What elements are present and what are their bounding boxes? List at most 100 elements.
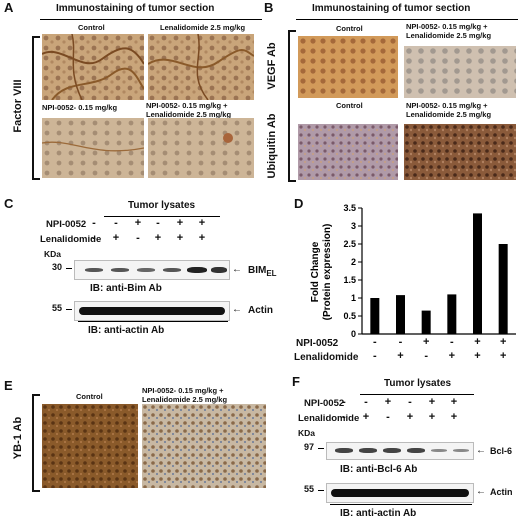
panel-f-band1-arrow: ← [476, 445, 489, 456]
panel-a-header-rule [40, 19, 262, 20]
panel-a-image-control [42, 34, 144, 100]
panel-a-caption-3: NPI-0052- 0.15 mg/kg [42, 103, 118, 112]
panel-c-row2-label: Lenalidomide [40, 234, 102, 245]
panel-d-row1-sign-5: + [474, 336, 481, 348]
panel-a-letter: A [4, 0, 14, 15]
chart-ytick-label-1: 0.5 [343, 311, 356, 321]
panel-d-row2-sign-2: + [397, 350, 404, 362]
chart-ytick-label-3: 1.5 [343, 275, 356, 285]
panel-d-chart: Fold Change (Protein expression) 0 0.5 1 1.… [310, 203, 516, 339]
panel-d-row2-sign-5: + [474, 350, 481, 362]
panel-b-header: Immunostaining of tumor section [312, 3, 471, 14]
panel-c-row1-sign-4: - [156, 217, 160, 229]
panel-f-letter: F [292, 374, 300, 389]
panel-c-band1-label: BIMEL [248, 265, 277, 278]
panel-c-marker-1: 30 [52, 262, 63, 272]
panel-c-marker-2-tick [66, 309, 72, 310]
panel-d-row1-sign-6: + [499, 336, 507, 348]
chart-ytick-label-5: 2.5 [343, 239, 356, 249]
panel-f-marker-1-tick [318, 448, 324, 449]
panel-a-caption-2: Lenalidomide 2.5 mg/kg [160, 23, 246, 32]
panel-c-band2-arrow: ← [232, 304, 245, 315]
panel-a-image-combo [148, 118, 254, 178]
panel-a-image-npi [42, 118, 144, 178]
panel-b-image-vegf-combo [404, 46, 516, 98]
chart-bar-5 [473, 213, 482, 334]
panel-f-kda: KDa [298, 428, 316, 438]
chart-bar-3 [421, 310, 431, 334]
panel-d-letter: D [294, 196, 304, 211]
panel-e-image-control [42, 404, 138, 488]
panel-c-row1-sign-2: - [114, 217, 118, 229]
chart-ytick-label-4: 2 [351, 257, 356, 267]
panel-a-side-label: Factor VIII [12, 79, 24, 133]
panel-c-ib-2: IB: anti-actin Ab [88, 325, 165, 336]
panel-c-header: Tumor lysates [128, 200, 196, 211]
panel-f-marker-2-tick [318, 490, 324, 491]
panel-e-side-label: YB-1 Ab [12, 416, 24, 460]
panel-a-caption-1: Control [78, 23, 105, 32]
panel-b-image-ubiq-combo [404, 124, 516, 180]
panel-f-marker-1: 97 [304, 442, 315, 452]
chart-ytick-label-7: 3.5 [343, 203, 356, 213]
panel-e-caption-2: NPI-0052- 0.15 mg/kg + Lenalidomide 2.5 … [142, 386, 228, 404]
panel-f-row2-sign-1: - [342, 411, 346, 423]
panel-f-header-rule [360, 394, 474, 395]
chart-bar-1 [370, 298, 380, 334]
panel-f-row2-sign-2: + [362, 411, 370, 423]
panel-f-row1-sign-5: + [428, 396, 436, 408]
panel-f-row2-sign-4: + [406, 411, 414, 423]
panel-c-row2-sign-6: + [198, 232, 206, 244]
panel-c-row1-sign-6: + [198, 217, 206, 229]
panel-f-marker-2: 55 [304, 484, 315, 494]
panel-f-row2-sign-5: + [428, 411, 436, 423]
panel-c-row2-sign-5: + [176, 232, 184, 244]
panel-d-row1-sign-3: + [422, 336, 430, 348]
panel-c-row1-sign-3: + [134, 217, 142, 229]
panel-b-bracket [288, 30, 296, 182]
panel-e-image-combo [142, 404, 266, 488]
panel-f-row2-sign-3: - [386, 411, 390, 423]
panel-b-image-vegf-control [298, 36, 398, 98]
panel-e-caption-1: Control [76, 392, 103, 401]
panel-a-header: Immunostaining of tumor section [56, 3, 215, 14]
panel-c-ib-1: IB: anti-Bim Ab [90, 283, 162, 294]
panel-d-row1-label: NPI-0052 [296, 338, 339, 349]
chart-ytick-label-6: 3 [351, 221, 356, 231]
panel-f-row1-sign-3: + [384, 396, 392, 408]
panel-f-blot-bcl6 [326, 442, 474, 460]
panel-f-blot-actin [326, 483, 474, 503]
panel-e-bracket [32, 394, 40, 492]
panel-c-blot-bim [74, 260, 230, 280]
panel-d-row2-sign-1: - [372, 350, 377, 362]
panel-d-row1-sign-1: - [372, 336, 377, 348]
panel-f-band2-arrow: ← [476, 486, 489, 497]
panel-f-row2-sign-6: + [450, 411, 458, 423]
panel-c-band2-label: Actin [248, 305, 273, 316]
panel-d-row1-sign-2: - [398, 336, 403, 348]
panel-b-caption-3: Control [336, 101, 363, 110]
panel-f-row2-label: Lenalidomide [298, 413, 360, 424]
panel-c-marker-1-tick [66, 268, 72, 269]
panel-f-row1-sign-1: - [342, 396, 346, 408]
panel-a-image-lenalidomide [148, 34, 254, 100]
chart-bar-4 [447, 294, 457, 334]
panel-f-header: Tumor lysates [384, 378, 452, 389]
panel-b-letter: B [264, 0, 274, 15]
panel-c-row2-sign-4: + [154, 232, 162, 244]
panel-c-letter: C [4, 196, 14, 211]
panel-c-row1-label: NPI-0052 [46, 219, 87, 230]
panel-a-caption-4: NPI-0052- 0.15 mg/kg + Lenalidomide 2.5 … [146, 101, 232, 119]
panel-a-bracket [32, 36, 40, 180]
panel-b-caption-4: NPI-0052- 0.15 mg/kg + Lenalidomide 2.5 … [406, 101, 492, 119]
panel-c-ib-rule [78, 321, 228, 322]
panel-d-row2-sign-6: + [499, 350, 507, 362]
panel-d-row2-sign-3: - [424, 350, 428, 362]
panel-e-letter: E [4, 378, 13, 393]
panel-f-band2-label: Actin [490, 487, 513, 497]
panel-c-marker-2: 55 [52, 303, 63, 313]
panel-c-header-rule [104, 216, 220, 217]
panel-c-band1-arrow: ← [232, 264, 245, 275]
panel-b-header-rule [296, 19, 518, 20]
panel-f-ib-1: IB: anti-Bcl-6 Ab [340, 464, 418, 475]
